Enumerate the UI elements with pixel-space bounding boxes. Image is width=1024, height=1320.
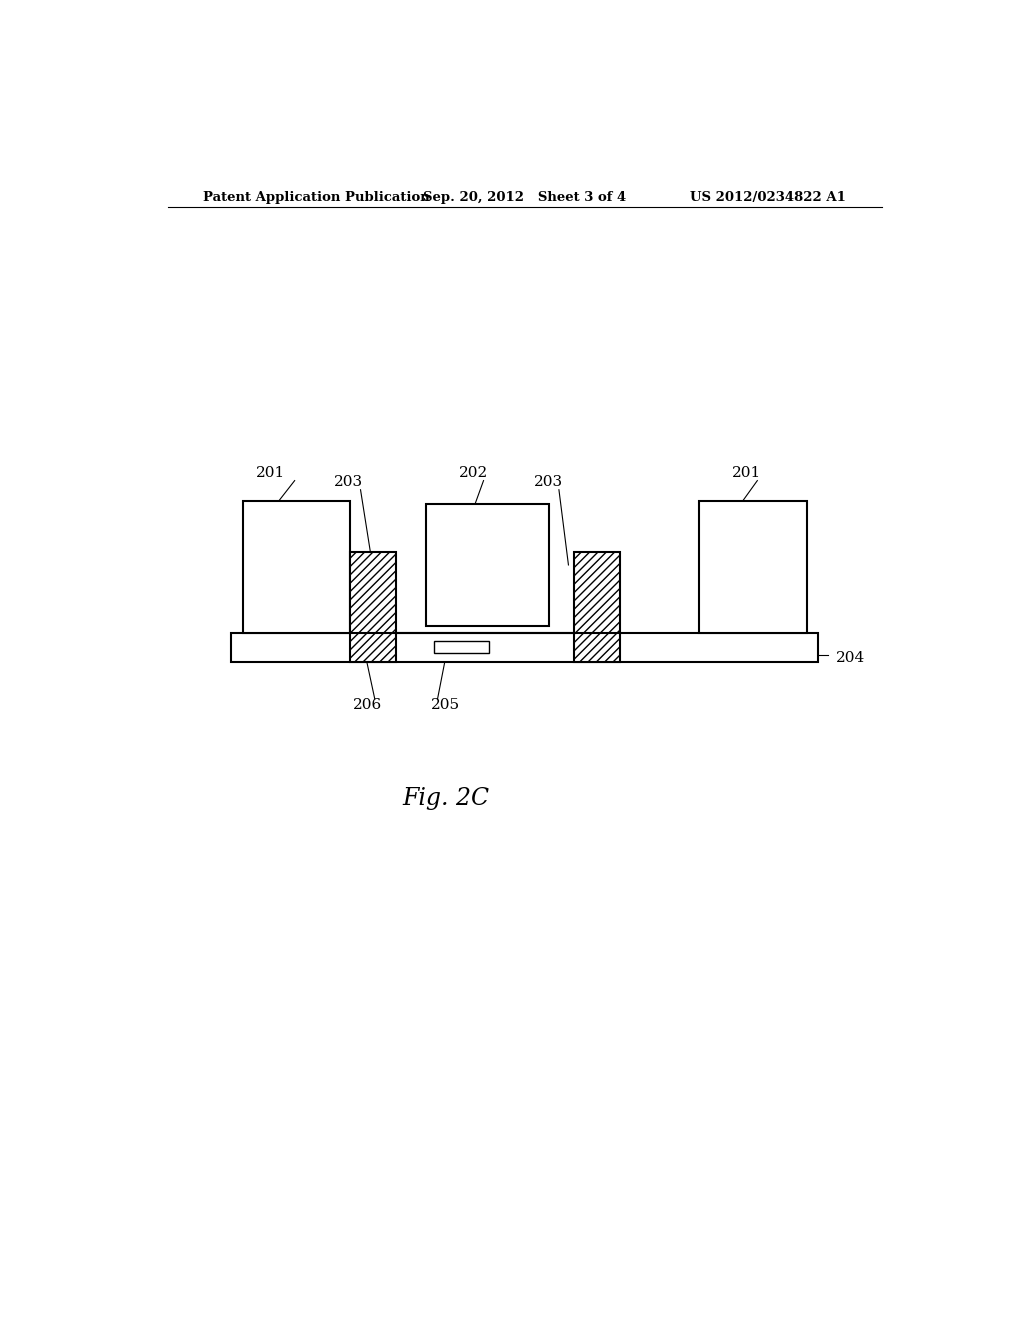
Text: 205: 205 (431, 698, 460, 713)
Bar (350, 552, 396, 661)
Text: Fig. 2C: Fig. 2C (401, 787, 489, 810)
Bar (699, 500, 807, 634)
Text: 203: 203 (535, 475, 563, 488)
Bar (243, 500, 350, 634)
Bar (231, 634, 818, 661)
Text: US 2012/0234822 A1: US 2012/0234822 A1 (690, 190, 846, 203)
Text: 206: 206 (353, 698, 382, 713)
Text: 201: 201 (732, 466, 762, 480)
Bar (426, 504, 549, 626)
Text: 201: 201 (256, 466, 286, 480)
Text: Patent Application Publication: Patent Application Publication (204, 190, 430, 203)
Text: 204: 204 (836, 652, 865, 665)
Text: 203: 203 (334, 475, 364, 488)
Text: 202: 202 (459, 466, 487, 480)
Bar (574, 552, 621, 661)
Bar (433, 642, 489, 653)
Text: Sep. 20, 2012   Sheet 3 of 4: Sep. 20, 2012 Sheet 3 of 4 (423, 190, 627, 203)
